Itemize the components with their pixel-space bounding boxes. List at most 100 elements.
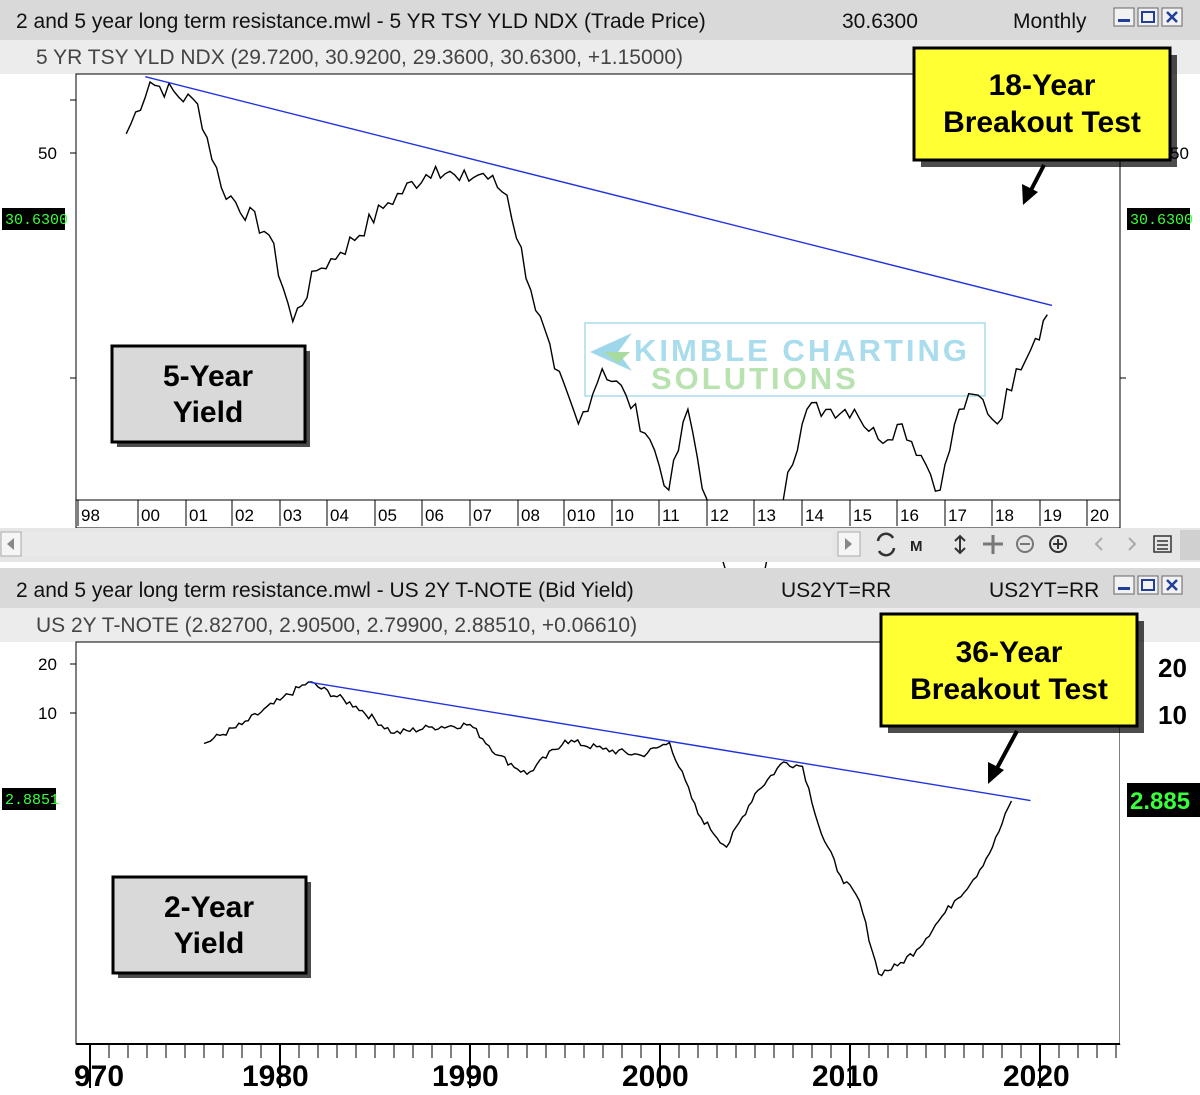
top-x-tick-label: 15 xyxy=(853,506,872,525)
top-price-readout: 30.6300 xyxy=(842,10,918,33)
top-x-tick-label: 01 xyxy=(189,506,208,525)
scroll-left-icon xyxy=(7,538,14,550)
bottom-last-value-tag xyxy=(2,788,56,810)
top-minimize-button[interactable] xyxy=(1113,7,1135,27)
top-callout-line1: 18-Year xyxy=(989,69,1096,102)
top-series xyxy=(125,76,1053,625)
price-line xyxy=(125,80,1048,625)
prev-icon[interactable] xyxy=(1094,537,1103,551)
pan-icon[interactable] xyxy=(983,535,1003,554)
scroll-right-icon xyxy=(845,538,852,550)
top-x-tick-label: 00 xyxy=(141,506,160,525)
maximize-icon xyxy=(1141,11,1155,23)
scroll-track[interactable] xyxy=(22,532,832,556)
bottom-x-tick-label: 2010 xyxy=(812,1060,879,1093)
top-label-line2: Yield xyxy=(173,396,244,429)
minimize-icon xyxy=(1118,19,1130,22)
bottom-title-bar[interactable] xyxy=(0,568,1200,608)
bottom-x-tick-label: 2020 xyxy=(1003,1060,1070,1093)
bottom-x-tick-label: 2000 xyxy=(622,1060,689,1093)
bottom-label-line2: Yield xyxy=(174,927,245,960)
bottom-y-tick-20: 20 xyxy=(38,655,57,674)
top-x-tick-label: 03 xyxy=(283,506,302,525)
refresh-button[interactable] xyxy=(876,532,896,557)
watermark-line2: SOLUTIONS xyxy=(651,361,859,396)
top-chart-window: 2 and 5 year long term resistance.mwl - … xyxy=(0,0,1200,625)
refresh-icon xyxy=(876,532,896,557)
bottom-symbol-2: US2YT=RR xyxy=(989,579,1099,602)
top-x-tick-label: 010 xyxy=(567,506,595,525)
top-x-tick-label: 17 xyxy=(948,506,967,525)
bottom-label-line1: 2-Year xyxy=(164,891,254,924)
top-x-tick-label: 19 xyxy=(1043,506,1062,525)
top-right-value-tag xyxy=(1127,208,1190,230)
top-window-title: 2 and 5 year long term resistance.mwl - … xyxy=(16,10,706,33)
top-callout-line2: Breakout Test xyxy=(943,106,1141,139)
maximize-icon xyxy=(1141,579,1155,591)
bottom-right-y-tick-20: 20 xyxy=(1158,653,1187,683)
list-button[interactable] xyxy=(1153,535,1172,553)
bottom-right-y-tick-10: 10 xyxy=(1158,700,1187,730)
top-last-value-tag-text: 30.6300 xyxy=(5,212,68,229)
bottom-x-tick-label: 1990 xyxy=(432,1060,499,1093)
bottom-chart-window: 2 and 5 year long term resistance.mwl - … xyxy=(0,568,1200,1095)
bottom-callout-line1: 36-Year xyxy=(956,636,1063,669)
top-x-axis: 98 00 01 02 03 04 05 06 07 08 010 10 11 12 13 14 15 16 17 1… xyxy=(75,499,1121,529)
top-last-value-tag xyxy=(2,208,65,230)
top-x-tick-label: 18 xyxy=(995,506,1014,525)
bottom-x-axis: 970 1980 1990 2000 2010 2020 xyxy=(74,1043,1120,1095)
top-x-tick-label: 98 xyxy=(81,506,100,525)
top-x-tick-label: 11 xyxy=(662,506,680,525)
top-callout: 18-Year Breakout Test xyxy=(912,46,1177,205)
bottom-x-tick-label: 1980 xyxy=(242,1060,309,1093)
top-info-text: 5 YR TSY YLD NDX (29.7200, 30.9200, 29.3… xyxy=(36,46,683,69)
m-button[interactable]: M xyxy=(910,538,923,555)
bottom-maximize-button[interactable] xyxy=(1137,575,1159,595)
top-x-tick-label: 08 xyxy=(521,506,540,525)
zoom-in-button[interactable] xyxy=(1049,535,1067,553)
close-icon xyxy=(1166,11,1178,23)
zoom-out-icon xyxy=(1016,535,1034,553)
list-icon xyxy=(1153,535,1172,553)
bottom-last-value-tag-text: 2.8851 xyxy=(5,792,59,809)
zoom-out-button[interactable] xyxy=(1016,535,1034,553)
top-close-button[interactable] xyxy=(1161,7,1183,27)
top-toolbar: M xyxy=(0,528,1200,562)
top-label-line1: 5-Year xyxy=(163,360,253,393)
top-right-value-tag-text: 30.6300 xyxy=(1130,212,1193,229)
bottom-minimize-button[interactable] xyxy=(1113,575,1135,595)
kimble-logo-accent-icon xyxy=(604,352,630,363)
minimize-icon xyxy=(1118,587,1130,590)
toolbar-scroll-right[interactable] xyxy=(1180,530,1200,560)
top-x-tick-label: 16 xyxy=(900,506,919,525)
top-callout-arrow-icon xyxy=(1022,184,1038,205)
vertical-resize-icon[interactable] xyxy=(954,534,966,555)
next-icon[interactable] xyxy=(1128,537,1137,551)
top-y-tick-50: 50 xyxy=(38,144,57,163)
bottom-right-value-tag xyxy=(1127,783,1200,817)
watermark-line1: KIMBLE CHARTING xyxy=(634,333,970,368)
bottom-callout: 36-Year Breakout Test xyxy=(879,612,1144,784)
kimble-watermark: KIMBLE CHARTING SOLUTIONS xyxy=(584,322,986,397)
top-x-tick-label: 10 xyxy=(615,506,634,525)
bottom-series-label: 2-Year Yield xyxy=(111,875,311,978)
top-x-tick-label: 14 xyxy=(805,506,824,525)
top-x-tick-label: 07 xyxy=(473,506,492,525)
bottom-callout-arrow-icon xyxy=(988,762,1004,784)
bottom-close-button[interactable] xyxy=(1161,575,1183,595)
top-x-tick-label: 05 xyxy=(378,506,397,525)
top-maximize-button[interactable] xyxy=(1137,7,1159,27)
top-title-bar[interactable] xyxy=(0,0,1200,40)
top-right-axis: 50 30.6300 xyxy=(1120,99,1193,379)
top-x-tick-label: 02 xyxy=(235,506,254,525)
top-series-label: 5-Year Yield xyxy=(110,344,310,447)
resistance-trendline xyxy=(145,76,1053,307)
zoom-in-icon xyxy=(1049,535,1067,553)
bottom-y-tick-10: 10 xyxy=(38,704,57,723)
bottom-series xyxy=(203,681,1031,977)
top-interval: Monthly xyxy=(1013,10,1087,33)
top-x-tick-label: 20 xyxy=(1090,506,1109,525)
bottom-info-text: US 2Y T-NOTE (2.82700, 2.90500, 2.79900,… xyxy=(36,614,637,637)
top-x-tick-label: 12 xyxy=(710,506,729,525)
bottom-x-tick-label: 970 xyxy=(74,1060,124,1093)
